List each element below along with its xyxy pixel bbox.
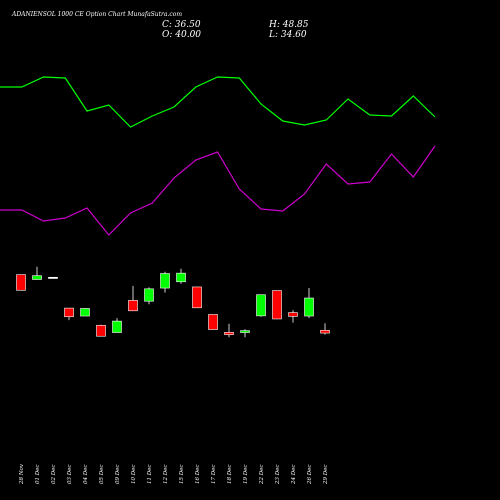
chart-title: ADANIENSOL 1000 CE Option Chart MunafaSu… <box>11 11 182 18</box>
x-axis-labels: 28 Nov 01 Dec 02 Dec 03 Dec 04 Dec 05 Dec 09 D… <box>19 463 329 485</box>
candle-body-6 <box>112 320 122 333</box>
x-tick-label-18: 26 Dec <box>307 465 313 486</box>
candle-body-3 <box>64 307 74 318</box>
candle-body-14 <box>240 330 250 333</box>
candle-body-17 <box>288 312 298 317</box>
candle-body-0 <box>16 274 26 291</box>
candle-body-7 <box>128 300 138 312</box>
x-tick-label-5: 05 Dec <box>99 465 105 485</box>
x-tick-label-11: 16 Dec <box>195 465 201 485</box>
candles <box>16 266 330 338</box>
candle-body-18 <box>304 297 314 317</box>
candle-body-19 <box>320 329 330 334</box>
x-tick-label-9: 12 Dec <box>163 465 169 485</box>
x-tick-label-3: 03 Dec <box>67 465 73 485</box>
candle-body-8 <box>144 288 154 302</box>
candle-body-1 <box>32 275 42 280</box>
x-tick-label-6: 09 Dec <box>115 465 121 485</box>
candle-body-15 <box>256 294 266 317</box>
close-value: C: 36.50 <box>162 20 201 30</box>
x-tick-label-19: 29 Dec <box>323 465 329 486</box>
low-value: L: 34.60 <box>268 30 307 40</box>
candle-body-11 <box>192 286 202 309</box>
x-tick-label-1: 01 Dec <box>35 465 41 485</box>
candle-body-10 <box>176 272 186 283</box>
x-tick-label-10: 15 Dec <box>179 465 185 485</box>
x-tick-label-16: 23 Dec <box>275 465 281 486</box>
x-tick-label-2: 02 Dec <box>51 465 57 485</box>
candle-body-2 <box>48 276 58 279</box>
upper-indicator-line <box>0 76 436 128</box>
high-value: H: 48.85 <box>268 20 309 30</box>
candle-body-5 <box>96 325 106 337</box>
x-tick-label-0: 28 Nov <box>19 463 25 485</box>
x-tick-label-15: 22 Dec <box>259 465 265 486</box>
x-tick-label-12: 17 Dec <box>211 465 217 485</box>
x-tick-label-14: 19 Dec <box>243 465 249 485</box>
x-tick-label-8: 11 Dec <box>147 465 153 485</box>
x-tick-label-7: 10 Dec <box>131 465 137 485</box>
x-tick-label-17: 24 Dec <box>291 465 297 486</box>
lower-indicator-line <box>0 145 436 236</box>
x-tick-label-13: 18 Dec <box>227 465 233 485</box>
candle-body-13 <box>224 332 234 335</box>
candle-body-12 <box>208 314 218 330</box>
candle-body-16 <box>272 290 282 320</box>
indicator-lines <box>0 76 436 236</box>
x-tick-label-4: 04 Dec <box>83 465 89 485</box>
candle-body-9 <box>160 273 170 289</box>
candle-body-4 <box>80 308 90 317</box>
open-value: O: 40.00 <box>162 30 201 40</box>
